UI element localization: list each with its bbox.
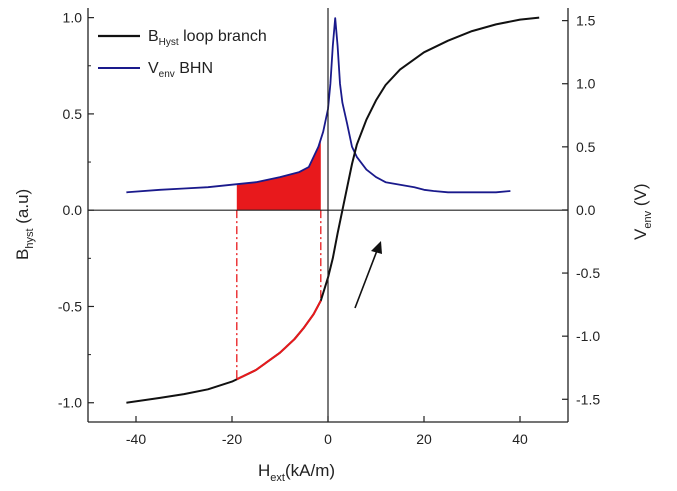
- x-tick-label: 0: [324, 431, 332, 447]
- y-right-tick-label: 1.5: [576, 13, 596, 29]
- y-right-axis-title: Venv (V): [631, 184, 654, 240]
- y-left-axis-title: Bhyst (a.u): [13, 189, 36, 260]
- y-right-tick-label: 0.0: [576, 202, 596, 218]
- y-right-tick-label: -1.5: [576, 391, 600, 407]
- series-layer: [126, 16, 540, 404]
- y-left-tick-label: -1.0: [58, 395, 82, 411]
- x-axis-title: Hext(kA/m): [258, 461, 335, 484]
- legend: BHyst loop branch Venv BHN: [98, 28, 267, 80]
- x-tick-label: 40: [512, 431, 528, 447]
- highlight-area: [236, 139, 321, 211]
- y-left-tick-label: 0.5: [63, 106, 83, 122]
- series-line-v-env: [126, 17, 511, 194]
- arrow-shaft: [354, 247, 379, 309]
- x-tick-label: -20: [222, 431, 242, 447]
- y-right-tick-label: -0.5: [576, 265, 600, 281]
- y-right-tick-label: 0.5: [576, 139, 596, 155]
- highlight-layer: [236, 139, 322, 380]
- y-left-tick-label: 1.0: [63, 10, 83, 26]
- tick-layer: -40 -20 0 20 40 -1.0 -0.5 0.0 0.5 1.0 -1.5 -1.0 -0.5…: [58, 10, 600, 447]
- y-right-tick-label: -1.0: [576, 328, 600, 344]
- series-line-b-hyst-highlight: [236, 300, 322, 381]
- legend-label-b-hyst: BHyst loop branch: [148, 28, 267, 48]
- arrow-head: [371, 241, 382, 254]
- x-tick-label: 20: [416, 431, 432, 447]
- legend-label-v-env: Venv BHN: [148, 60, 213, 80]
- y-left-tick-label: -0.5: [58, 298, 82, 314]
- arrow-annotation: [354, 241, 382, 309]
- x-tick-label: -40: [126, 431, 146, 447]
- axes-layer: [87, 8, 569, 423]
- y-right-tick-label: 1.0: [576, 76, 596, 92]
- y-left-tick-label: 0.0: [63, 202, 83, 218]
